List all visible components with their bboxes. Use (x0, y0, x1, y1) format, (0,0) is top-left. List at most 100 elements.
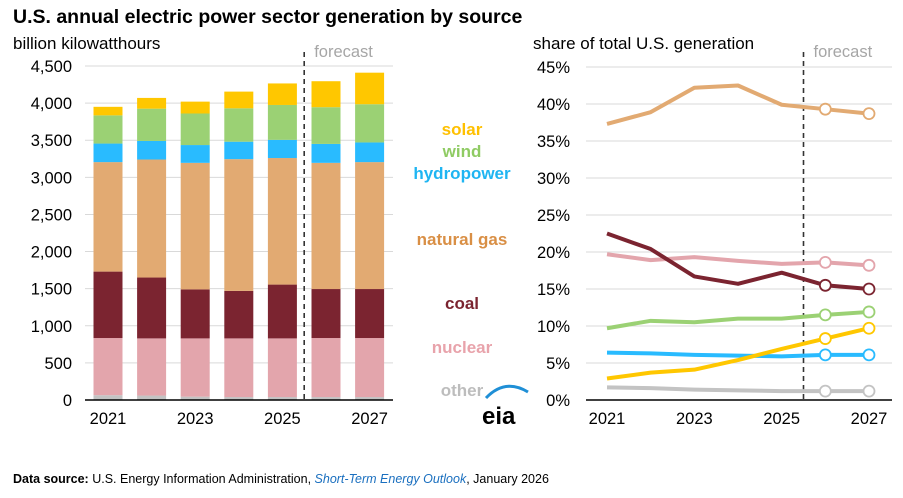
bar-wind-2022 (137, 108, 167, 141)
bar-other-2025 (267, 397, 297, 400)
bar-hydropower-2025 (267, 139, 297, 159)
x-tick-label: 2025 (264, 410, 301, 428)
bar-hydropower-2024 (224, 141, 254, 160)
point-solar-2027 (862, 321, 876, 335)
y-tick-label: 4,500 (31, 58, 72, 76)
bar-coal-2021 (93, 271, 123, 339)
x-tick-label: 2027 (351, 410, 388, 428)
bar-nuclear-2025 (267, 338, 297, 398)
point-nuclear-2026 (818, 255, 832, 269)
legend-label-other: other (440, 381, 484, 400)
bar-wind-2027 (355, 104, 385, 143)
footer-source: Data source: U.S. Energy Information Adm… (13, 472, 549, 486)
bar-nuclear-2022 (137, 338, 167, 396)
y-tick-label: 35% (537, 133, 570, 151)
legend-label-hydropower: hydropower (413, 164, 511, 183)
bar-nuclear-2027 (355, 338, 385, 398)
y-tick-label: 25% (537, 207, 570, 225)
x-tick-label: 2021 (90, 410, 127, 428)
bar-solar-2027 (355, 72, 385, 105)
bar-solar-2021 (93, 106, 123, 116)
bar-other-2023 (180, 396, 210, 400)
bar-wind-2021 (93, 115, 123, 144)
bar-wind-2024 (224, 108, 254, 142)
point-natural-gas-2027 (862, 107, 876, 121)
left-y-axis-label: billion kilowatthours (13, 34, 161, 53)
x-tick-label: 2021 (589, 410, 626, 428)
bar-coal-2025 (267, 284, 297, 339)
bar-coal-2027 (355, 289, 385, 339)
bar-solar-2023 (180, 101, 210, 114)
bar-hydropower-2027 (355, 142, 385, 163)
eia-logo-arc-icon (484, 384, 529, 400)
y-tick-label: 3,500 (31, 132, 72, 150)
source-text: U.S. Energy Information Administration, (88, 472, 315, 486)
x-tick-label: 2023 (177, 410, 214, 428)
y-tick-label: 3,000 (31, 169, 72, 187)
y-tick-label: 40% (537, 96, 570, 114)
bar-other-2022 (137, 395, 167, 400)
y-tick-label: 0 (63, 392, 72, 410)
bar-solar-2025 (267, 83, 297, 105)
bar-natural-gas-2021 (93, 162, 123, 272)
bar-coal-2026 (311, 289, 341, 339)
y-tick-label: 15% (537, 281, 570, 299)
bar-natural-gas-2026 (311, 162, 341, 290)
bar-coal-2023 (180, 289, 210, 339)
y-tick-label: 2,500 (31, 206, 72, 224)
bar-natural-gas-2027 (355, 162, 385, 290)
y-tick-label: 10% (537, 318, 570, 336)
legend-label-nuclear: nuclear (431, 338, 493, 357)
bar-other-2027 (355, 397, 385, 400)
bar-coal-2022 (137, 277, 167, 339)
bar-nuclear-2024 (224, 338, 254, 398)
point-solar-2026 (818, 332, 832, 345)
point-wind-2026 (818, 308, 832, 322)
y-tick-label: 0% (546, 392, 570, 410)
point-natural-gas-2026 (818, 102, 832, 116)
chart-title: U.S. annual electric power sector genera… (13, 6, 523, 28)
bar-natural-gas-2023 (180, 162, 210, 290)
bar-natural-gas-2025 (267, 158, 297, 285)
bar-natural-gas-2022 (137, 159, 167, 278)
y-tick-label: 45% (537, 59, 570, 77)
point-coal-2027 (862, 282, 876, 296)
x-tick-label: 2023 (676, 410, 713, 428)
point-other-2026 (818, 384, 832, 398)
publication-link[interactable]: Short-Term Energy Outlook (314, 472, 467, 486)
legend-label-coal: coal (444, 294, 480, 313)
y-tick-label: 500 (44, 355, 72, 373)
bar-hydropower-2021 (93, 143, 123, 163)
bar-wind-2023 (180, 113, 210, 146)
bar-solar-2026 (311, 81, 341, 108)
right-y-axis-label: share of total U.S. generation (533, 34, 755, 53)
y-tick-label: 1,000 (31, 318, 72, 336)
x-tick-label: 2027 (851, 410, 888, 428)
y-tick-label: 1,500 (31, 281, 72, 299)
point-wind-2027 (862, 305, 876, 319)
bar-hydropower-2026 (311, 143, 341, 163)
bar-natural-gas-2024 (224, 159, 254, 291)
source-label: Data source: (13, 472, 89, 486)
bar-hydropower-2023 (180, 145, 210, 163)
point-hydropower-2026 (818, 348, 832, 362)
bar-other-2024 (224, 397, 254, 400)
bar-other-2021 (93, 395, 123, 400)
bar-solar-2022 (137, 97, 167, 109)
source-date: , January 2026 (466, 472, 549, 486)
bar-wind-2026 (311, 107, 341, 144)
bar-hydropower-2022 (137, 140, 167, 160)
bar-coal-2024 (224, 290, 254, 339)
y-tick-label: 2,000 (31, 244, 72, 262)
bar-nuclear-2026 (311, 338, 341, 398)
x-tick-label: 2025 (763, 410, 800, 428)
bar-wind-2025 (267, 104, 297, 140)
legend-label-solar: solar (441, 120, 483, 139)
point-other-2027 (862, 384, 876, 398)
point-hydropower-2027 (862, 348, 876, 362)
y-tick-label: 30% (537, 170, 570, 188)
legend-label-natural-gas: natural gas (416, 230, 508, 249)
point-nuclear-2027 (862, 258, 876, 272)
